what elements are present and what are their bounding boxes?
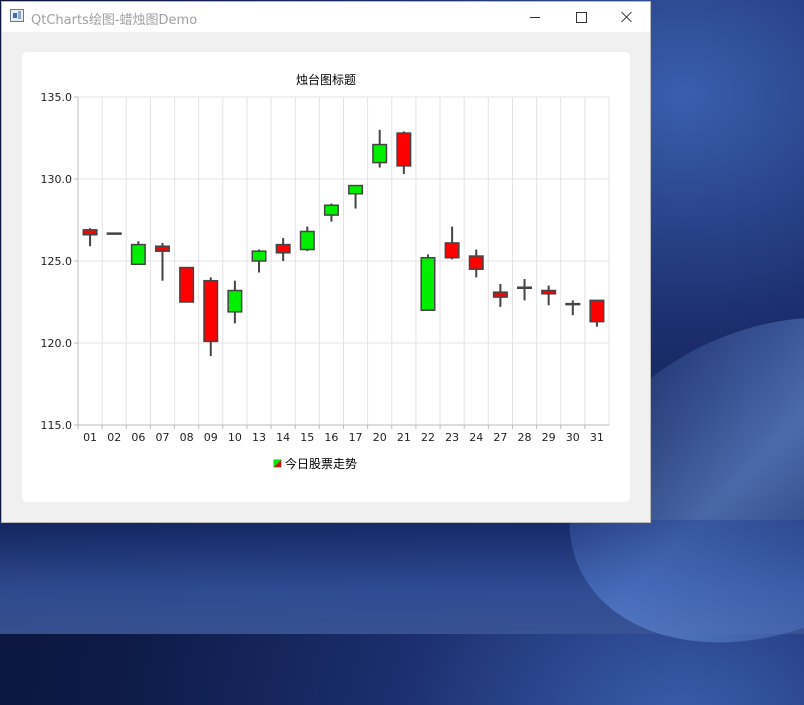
candle-body (275, 243, 291, 254)
x-tick-label: 09 (204, 431, 218, 444)
y-tick-label: 125.0 (41, 255, 73, 268)
x-tick-label: 15 (300, 431, 314, 444)
x-tick-label: 07 (155, 431, 169, 444)
x-tick-label: 02 (107, 431, 121, 444)
close-icon (621, 11, 633, 23)
candle-body (517, 286, 533, 289)
candle-body (468, 255, 484, 270)
legend-marker-green (274, 460, 281, 467)
x-tick-label: 08 (180, 431, 194, 444)
x-tick-label: 20 (373, 431, 387, 444)
candle-body (420, 256, 436, 311)
candlestick-chart: 烛台图标题 135.0 130.0 125.0 120.0 115.0 01 02 06 07… (41, 72, 610, 471)
x-tick-label: 14 (276, 431, 290, 444)
maximize-button[interactable] (558, 2, 604, 32)
x-tick-label: 31 (590, 431, 604, 444)
x-tick-label: 27 (493, 431, 507, 444)
maximize-icon (575, 11, 587, 23)
app-icon (10, 9, 24, 22)
candle-body (492, 291, 508, 298)
chart-view: 烛台图标题 135.0 130.0 125.0 120.0 115.0 01 02 06 07… (22, 52, 630, 502)
app-window: QtCharts绘图-蜡烛图Demo 烛台图标题 135.0 130.0 125.0… (2, 2, 650, 522)
candle-body (106, 232, 122, 235)
chart-title: 烛台图标题 (296, 72, 356, 87)
x-tick-label: 29 (542, 431, 556, 444)
title-bar[interactable]: QtCharts绘图-蜡烛图Demo (2, 2, 650, 32)
candle-body (444, 242, 460, 259)
candle-body (396, 132, 412, 167)
wallpaper-lower (0, 520, 804, 634)
candle-body (372, 143, 388, 164)
legend-label: 今日股票走势 (285, 456, 357, 471)
candle-body (589, 299, 605, 323)
candle-body (82, 229, 98, 236)
x-tick-label: 16 (324, 431, 338, 444)
y-tick-label: 130.0 (41, 173, 73, 186)
x-tick-label: 01 (83, 431, 97, 444)
candle-body (299, 230, 315, 251)
candle-body (227, 289, 243, 313)
y-tick-label: 135.0 (41, 91, 73, 104)
candle-body (154, 245, 170, 252)
x-tick-label: 10 (228, 431, 242, 444)
x-tick-label: 23 (445, 431, 459, 444)
x-tick-label: 30 (566, 431, 580, 444)
close-button[interactable] (604, 2, 650, 32)
minimize-icon (530, 16, 540, 18)
candle-body (541, 289, 557, 295)
candle-body (348, 184, 364, 195)
window-title: QtCharts绘图-蜡烛图Demo (31, 13, 198, 28)
x-tick-label: 21 (397, 431, 411, 444)
x-tick-label: 28 (518, 431, 532, 444)
x-tick-label: 13 (252, 431, 266, 444)
y-tick-label: 120.0 (41, 337, 73, 350)
minimize-button[interactable] (512, 2, 558, 32)
x-tick-label: 06 (131, 431, 145, 444)
candle-body (565, 302, 581, 306)
x-tick-label: 22 (421, 431, 435, 444)
candle-body (323, 204, 339, 216)
candle-body (179, 266, 195, 303)
candle-body (203, 279, 219, 343)
candle-body (251, 250, 267, 262)
y-tick-label: 115.0 (41, 419, 73, 432)
x-tick-label: 24 (469, 431, 483, 444)
candle-body (130, 243, 146, 266)
x-tick-label: 17 (349, 431, 363, 444)
